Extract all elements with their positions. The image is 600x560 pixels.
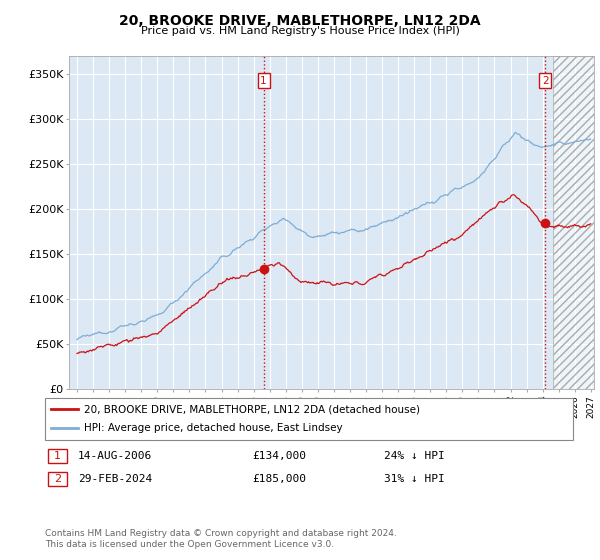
Bar [553, 56, 594, 389]
Text: 14-AUG-2006: 14-AUG-2006 [78, 451, 152, 461]
Text: 1: 1 [54, 451, 61, 461]
Text: 2: 2 [542, 76, 548, 86]
Text: 24% ↓ HPI: 24% ↓ HPI [384, 451, 445, 461]
Bar [553, 56, 594, 389]
Text: 20, BROOKE DRIVE, MABLETHORPE, LN12 2DA (detached house): 20, BROOKE DRIVE, MABLETHORPE, LN12 2DA … [84, 404, 420, 414]
Text: Contains HM Land Registry data © Crown copyright and database right 2024.
This d: Contains HM Land Registry data © Crown c… [45, 529, 397, 549]
Text: 1: 1 [260, 76, 267, 86]
Text: 29-FEB-2024: 29-FEB-2024 [78, 474, 152, 484]
Text: 31% ↓ HPI: 31% ↓ HPI [384, 474, 445, 484]
Text: Price paid vs. HM Land Registry's House Price Index (HPI): Price paid vs. HM Land Registry's House … [140, 26, 460, 36]
Text: £134,000: £134,000 [252, 451, 306, 461]
Text: £185,000: £185,000 [252, 474, 306, 484]
Text: HPI: Average price, detached house, East Lindsey: HPI: Average price, detached house, East… [84, 423, 343, 433]
Text: 2: 2 [54, 474, 61, 484]
Text: 20, BROOKE DRIVE, MABLETHORPE, LN12 2DA: 20, BROOKE DRIVE, MABLETHORPE, LN12 2DA [119, 14, 481, 28]
